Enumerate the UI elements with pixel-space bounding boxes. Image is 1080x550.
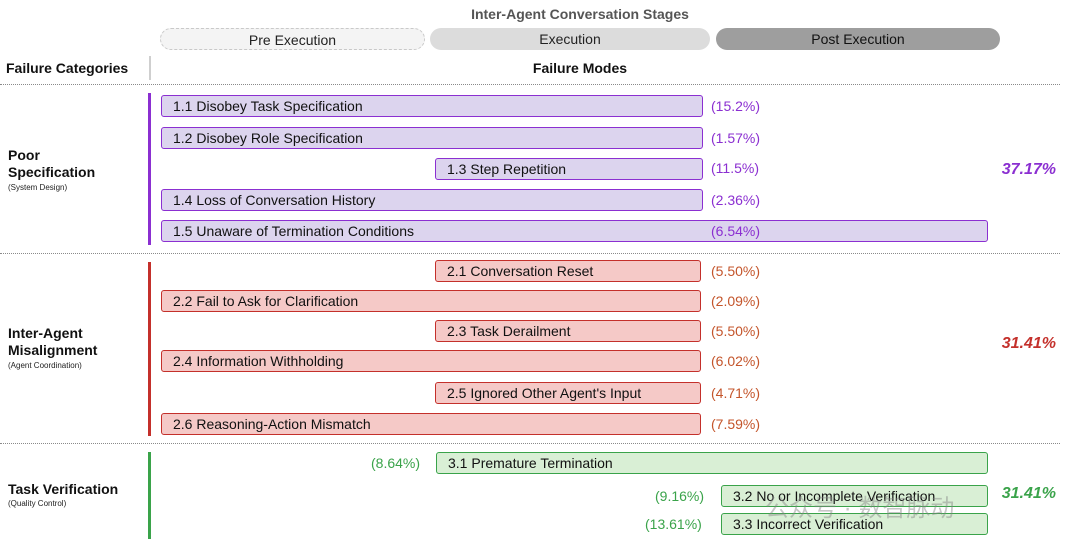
header-separator [149, 56, 151, 80]
failure-mode-2-3-pct: (5.50%) [711, 323, 761, 339]
failure-mode-1-2: 1.2 Disobey Role Specification [161, 127, 703, 149]
divider-1 [0, 253, 1060, 254]
failure-mode-3-1-pct: (8.64%) [371, 455, 421, 471]
category-total-inter-agent-misalignment: 31.41% [1001, 335, 1056, 352]
category-subtitle-quality-control: (Quality Control) [8, 499, 67, 508]
failure-mode-1-4: 1.4 Loss of Conversation History [161, 189, 703, 211]
divider-top [0, 84, 1060, 85]
category-bar-inter-agent-misalignment [148, 262, 151, 436]
failure-mode-1-3-pct: (11.5%) [711, 160, 759, 176]
stage-execution: Execution [430, 28, 710, 50]
failure-mode-2-2-pct: (2.09%) [711, 293, 761, 309]
failure-mode-3-2-pct: (9.16%) [655, 488, 705, 504]
failure-mode-2-6: 2.6 Reasoning-Action Mismatch [161, 413, 701, 435]
divider-2 [0, 443, 1060, 444]
category-total-poor-specification: 37.17% [1001, 161, 1056, 178]
failure-mode-2-5-pct: (4.71%) [711, 385, 761, 401]
failure-mode-1-5: 1.5 Unaware of Termination Conditions [161, 220, 988, 242]
stage-pre-execution: Pre Execution [160, 28, 425, 50]
failure-mode-3-2: 3.2 No or Incomplete Verification [721, 485, 988, 507]
watermark: 公众号 · 数智脉动 [765, 495, 955, 522]
failure-categories-header: Failure Categories [6, 60, 129, 76]
failure-mode-1-4-pct: (2.36%) [711, 192, 761, 208]
category-subtitle-agent-coordination: (Agent Coordination) [8, 361, 82, 370]
failure-mode-2-2: 2.2 Fail to Ask for Clarification [161, 290, 701, 312]
failure-mode-2-4: 2.4 Information Withholding [161, 350, 701, 372]
failure-mode-2-6-pct: (7.59%) [711, 416, 761, 432]
failure-mode-1-2-pct: (1.57%) [711, 130, 761, 146]
failure-mode-3-3-pct: (13.61%) [645, 516, 702, 532]
category-name-poor-specification: Poor Specification [8, 147, 96, 180]
failure-mode-3-1: 3.1 Premature Termination [436, 452, 988, 474]
failure-mode-1-3: 1.3 Step Repetition [435, 158, 703, 180]
failure-mode-1-5-pct: (6.54%) [711, 223, 761, 239]
failure-mode-2-5: 2.5 Ignored Other Agent's Input [435, 382, 701, 404]
failure-mode-2-4-pct: (6.02%) [711, 353, 761, 369]
failure-mode-3-3: 3.3 Incorrect Verification [721, 513, 988, 535]
failure-mode-2-3: 2.3 Task Derailment [435, 320, 701, 342]
failure-mode-1-1-pct: (15.2%) [711, 98, 761, 114]
stage-post-execution: Post Execution [716, 28, 1000, 50]
failure-modes-header: Failure Modes [532, 60, 628, 76]
category-total-task-verification: 31.41% [1001, 485, 1056, 502]
category-subtitle-system-design: (System Design) [8, 183, 68, 192]
failure-mode-1-1: 1.1 Disobey Task Specification [161, 95, 703, 117]
category-bar-task-verification [148, 452, 151, 539]
category-name-task-verification: Task Verification [8, 481, 119, 497]
category-bar-poor-specification [148, 93, 151, 245]
category-name-inter-agent-misalignment: Inter-Agent Misalignment [8, 325, 98, 358]
stages-title: Inter-Agent Conversation Stages [471, 6, 689, 22]
failure-mode-2-1-pct: (5.50%) [711, 263, 761, 279]
failure-mode-2-1: 2.1 Conversation Reset [435, 260, 701, 282]
